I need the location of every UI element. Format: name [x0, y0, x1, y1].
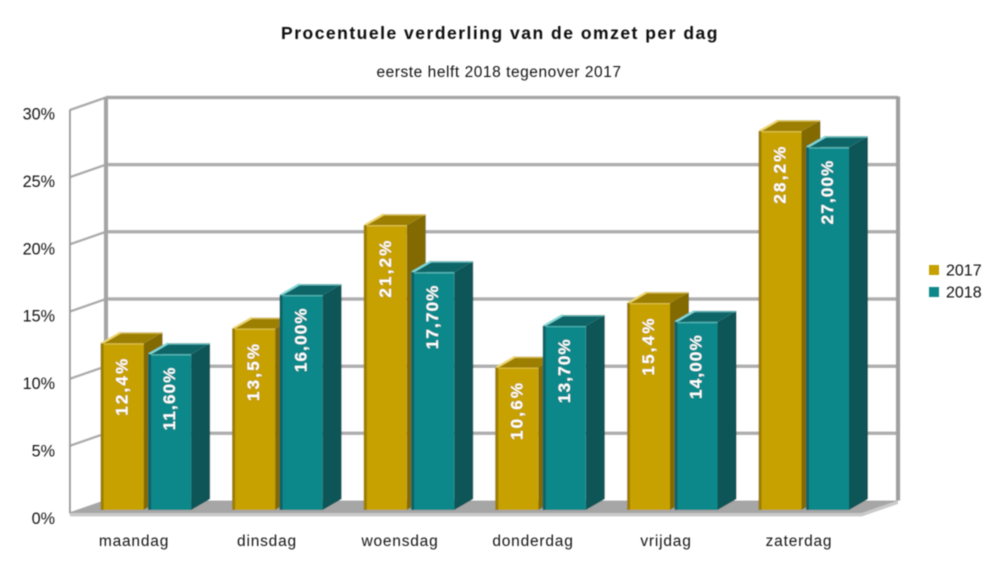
svg-text:10,6%: 10,6% [507, 381, 526, 440]
svg-text:16,00%: 16,00% [292, 307, 311, 372]
svg-text:15,4%: 15,4% [639, 316, 658, 375]
svg-text:2018: 2018 [946, 285, 982, 302]
svg-text:vrijdag: vrijdag [640, 533, 691, 550]
svg-text:21,2%: 21,2% [376, 238, 395, 297]
svg-text:woensdag: woensdag [360, 533, 438, 550]
svg-text:dinsdag: dinsdag [237, 533, 297, 550]
svg-text:20%: 20% [23, 240, 55, 258]
svg-text:28,2%: 28,2% [771, 144, 790, 203]
svg-text:0%: 0% [32, 510, 55, 528]
svg-text:2017: 2017 [946, 263, 982, 280]
svg-text:10%: 10% [23, 375, 55, 393]
svg-text:13,5%: 13,5% [244, 342, 263, 401]
svg-text:17,70%: 17,70% [423, 284, 442, 349]
svg-text:eerste helft 2018 tegenover 20: eerste helft 2018 tegenover 2017 [376, 64, 621, 81]
svg-text:27,00%: 27,00% [818, 160, 837, 225]
svg-text:maandag: maandag [99, 533, 169, 550]
svg-text:5%: 5% [32, 443, 55, 461]
svg-text:13,70%: 13,70% [555, 338, 574, 403]
svg-text:12,4%: 12,4% [113, 357, 132, 416]
svg-text:14,00%: 14,00% [687, 334, 706, 399]
svg-text:11,60%: 11,60% [160, 366, 179, 430]
svg-text:zaterdag: zaterdag [766, 533, 833, 550]
svg-text:donderdag: donderdag [492, 533, 573, 550]
svg-text:Procentuele verderling van de: Procentuele verderling van de omzet per … [281, 23, 719, 43]
svg-text:15%: 15% [23, 308, 55, 326]
svg-text:25%: 25% [23, 173, 55, 191]
svg-text:30%: 30% [23, 106, 55, 124]
